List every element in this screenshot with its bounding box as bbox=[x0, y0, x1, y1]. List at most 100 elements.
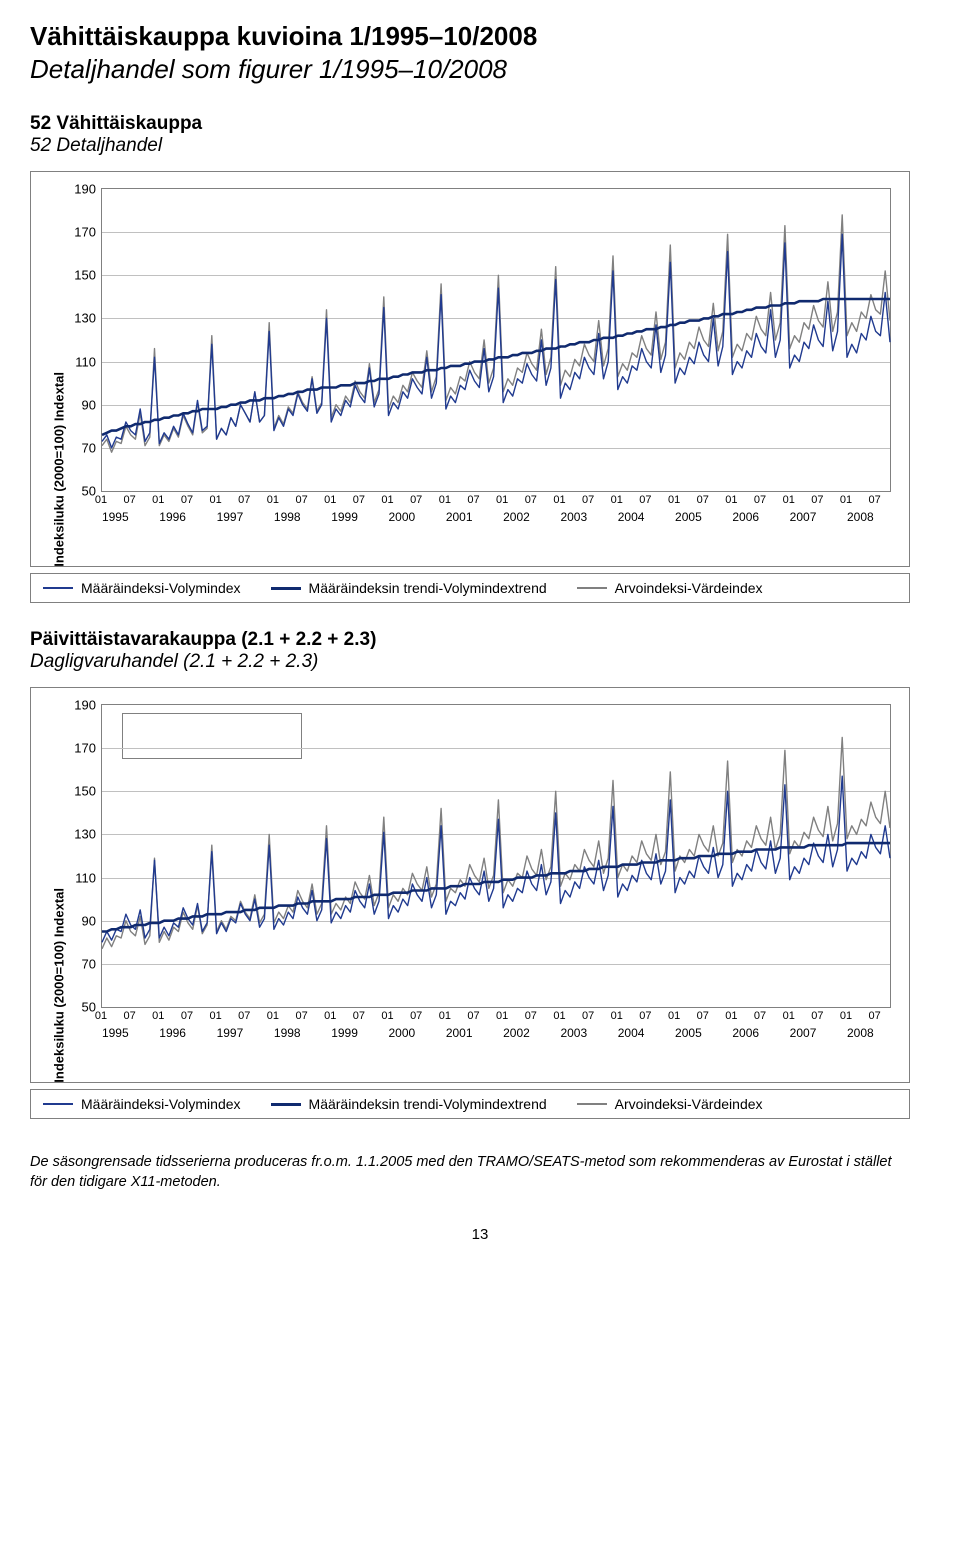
x-tick-year: 2004 bbox=[618, 1026, 645, 1040]
legend-swatch bbox=[577, 587, 607, 589]
x-tick-minor: 07 bbox=[295, 494, 307, 506]
chart1-plot: 507090110130150170190 bbox=[101, 188, 891, 492]
x-tick-minor: 01 bbox=[267, 494, 279, 506]
x-tick-minor: 07 bbox=[639, 1010, 651, 1022]
y-tick: 70 bbox=[82, 440, 102, 455]
y-tick: 150 bbox=[74, 268, 102, 283]
x-tick-minor: 01 bbox=[324, 1010, 336, 1022]
legend-label: Määräindeksi-Volymindex bbox=[81, 580, 241, 596]
y-tick: 170 bbox=[74, 225, 102, 240]
x-tick-year: 2003 bbox=[560, 1026, 587, 1040]
x-tick-year: 2006 bbox=[732, 1026, 759, 1040]
y-tick: 90 bbox=[82, 397, 102, 412]
chart2-heading-sv: Dagligvaruhandel (2.1 + 2.2 + 2.3) bbox=[30, 651, 930, 673]
chart2-legend: Määräindeksi-Volymindex Määräindeksin tre… bbox=[30, 1089, 910, 1119]
chart1-y-label: Indeksiluku (2000=100) Indextal bbox=[52, 372, 67, 567]
x-tick-minor: 01 bbox=[611, 494, 623, 506]
chart2-y-label: Indeksiluku (2000=100) Indextal bbox=[52, 888, 67, 1083]
legend-label: Arvoindeksi-Värdeindex bbox=[615, 1096, 763, 1112]
chart2-area: Indeksiluku (2000=100) Indextal 50709011… bbox=[65, 698, 895, 1078]
y-tick: 130 bbox=[74, 827, 102, 842]
x-tick-minor: 07 bbox=[754, 1010, 766, 1022]
x-tick-minor: 01 bbox=[439, 494, 451, 506]
chart1-area: Indeksiluku (2000=100) Indextal 50709011… bbox=[65, 182, 895, 562]
chart2-frame: Indeksiluku (2000=100) Indextal 50709011… bbox=[30, 687, 910, 1083]
x-tick-year: 1999 bbox=[331, 1026, 358, 1040]
x-tick-minor: 01 bbox=[553, 494, 565, 506]
legend-item: Määräindeksi-Volymindex bbox=[43, 580, 241, 596]
x-tick-minor: 01 bbox=[725, 1010, 737, 1022]
y-tick: 110 bbox=[75, 870, 102, 885]
x-tick-year: 1995 bbox=[102, 1026, 129, 1040]
legend-item: Arvoindeksi-Värdeindex bbox=[577, 580, 763, 596]
x-tick-year: 2008 bbox=[847, 510, 874, 524]
footnote: De säsongrensade tidsserierna produceras… bbox=[30, 1153, 910, 1192]
x-tick-minor: 07 bbox=[754, 494, 766, 506]
y-tick: 90 bbox=[82, 913, 102, 928]
x-tick-year: 2002 bbox=[503, 1026, 530, 1040]
x-tick-year: 2005 bbox=[675, 1026, 702, 1040]
y-tick: 130 bbox=[74, 311, 102, 326]
chart1-heading-fi: 52 Vähittäiskauppa bbox=[30, 113, 930, 135]
page-title-sv: Detaljhandel som figurer 1/1995–10/2008 bbox=[30, 53, 930, 86]
x-tick-year: 1997 bbox=[217, 1026, 244, 1040]
x-tick-year: 2003 bbox=[560, 510, 587, 524]
x-tick-minor: 07 bbox=[639, 494, 651, 506]
x-tick-year: 2001 bbox=[446, 510, 473, 524]
x-tick-minor: 01 bbox=[668, 1010, 680, 1022]
chart2-plot: 507090110130150170190 bbox=[101, 704, 891, 1008]
legend-item: Arvoindeksi-Värdeindex bbox=[577, 1096, 763, 1112]
x-tick-minor: 01 bbox=[209, 1010, 221, 1022]
x-tick-minor: 01 bbox=[439, 1010, 451, 1022]
y-tick: 150 bbox=[74, 784, 102, 799]
x-tick-year: 2004 bbox=[618, 510, 645, 524]
x-tick-year: 2007 bbox=[790, 1026, 817, 1040]
x-tick-minor: 01 bbox=[209, 494, 221, 506]
x-tick-year: 1996 bbox=[159, 1026, 186, 1040]
x-tick-minor: 01 bbox=[840, 1010, 852, 1022]
legend-item: Määräindeksin trendi-Volymindextrend bbox=[271, 1096, 547, 1112]
chart2-heading-fi: Päivittäistavarakauppa (2.1 + 2.2 + 2.3) bbox=[30, 629, 930, 651]
x-tick-minor: 01 bbox=[725, 494, 737, 506]
x-tick-minor: 07 bbox=[467, 494, 479, 506]
x-tick-year: 1999 bbox=[331, 510, 358, 524]
x-tick-year: 2006 bbox=[732, 510, 759, 524]
x-tick-minor: 07 bbox=[410, 494, 422, 506]
x-tick-minor: 07 bbox=[353, 1010, 365, 1022]
x-tick-minor: 07 bbox=[124, 1010, 136, 1022]
legend-item: Määräindeksin trendi-Volymindextrend bbox=[271, 580, 547, 596]
x-tick-minor: 07 bbox=[582, 494, 594, 506]
x-tick-minor: 01 bbox=[95, 1010, 107, 1022]
legend-label: Määräindeksi-Volymindex bbox=[81, 1096, 241, 1112]
x-tick-minor: 01 bbox=[611, 1010, 623, 1022]
chart1-frame: Indeksiluku (2000=100) Indextal 50709011… bbox=[30, 171, 910, 567]
x-tick-year: 1996 bbox=[159, 510, 186, 524]
x-tick-year: 2000 bbox=[389, 510, 416, 524]
x-tick-minor: 01 bbox=[553, 1010, 565, 1022]
legend-label: Arvoindeksi-Värdeindex bbox=[615, 580, 763, 596]
x-tick-year: 1995 bbox=[102, 510, 129, 524]
x-tick-year: 1998 bbox=[274, 1026, 301, 1040]
legend-swatch bbox=[43, 1103, 73, 1105]
x-tick-minor: 01 bbox=[840, 494, 852, 506]
legend-swatch bbox=[577, 1103, 607, 1105]
x-tick-minor: 01 bbox=[496, 494, 508, 506]
chart1-heading-sv: 52 Detaljhandel bbox=[30, 135, 930, 157]
legend-label: Määräindeksin trendi-Volymindextrend bbox=[309, 1096, 547, 1112]
legend-item: Määräindeksi-Volymindex bbox=[43, 1096, 241, 1112]
x-tick-minor: 01 bbox=[783, 1010, 795, 1022]
x-tick-year: 2008 bbox=[847, 1026, 874, 1040]
x-tick-minor: 01 bbox=[95, 494, 107, 506]
x-tick-minor: 07 bbox=[869, 1010, 881, 1022]
legend-swatch bbox=[43, 587, 73, 589]
legend-label: Määräindeksin trendi-Volymindextrend bbox=[309, 580, 547, 596]
x-tick-year: 2002 bbox=[503, 510, 530, 524]
x-tick-minor: 07 bbox=[525, 494, 537, 506]
x-tick-minor: 07 bbox=[238, 494, 250, 506]
x-tick-minor: 01 bbox=[152, 1010, 164, 1022]
x-tick-minor: 07 bbox=[697, 494, 709, 506]
x-tick-minor: 07 bbox=[181, 494, 193, 506]
y-tick: 190 bbox=[74, 698, 102, 713]
x-tick-minor: 07 bbox=[869, 494, 881, 506]
x-tick-minor: 07 bbox=[525, 1010, 537, 1022]
